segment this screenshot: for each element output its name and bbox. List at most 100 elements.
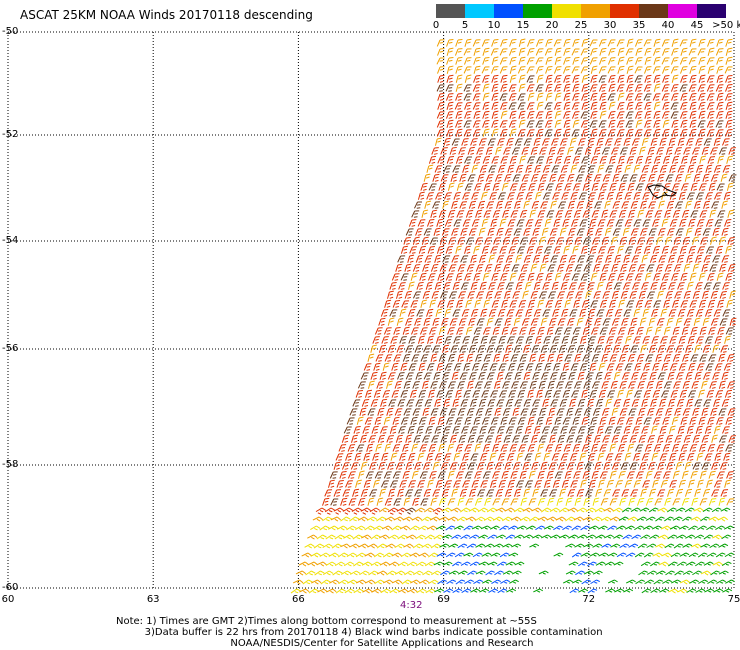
wind-barb [554,128,562,137]
wind-barb [609,210,618,218]
wind-barb [586,227,594,236]
wind-barb [520,408,529,416]
wind-barb [680,272,688,281]
wind-barb [698,38,706,47]
wind-barb [477,200,486,209]
wind-barb [702,507,713,512]
wind-barb [562,417,571,425]
wind-barb [715,525,725,531]
wind-barb [497,452,506,461]
wind-barb [345,452,353,461]
wind-barb [705,336,713,344]
wind-barb [661,273,670,281]
wind-barb [581,416,589,425]
wind-barb [632,282,640,290]
wind-barb [525,335,533,344]
wind-barb [714,363,723,371]
wind-barb [397,488,405,497]
wind-barb [711,489,720,497]
wind-barb [659,588,670,593]
wind-barb [590,300,599,308]
wind-barb [574,353,582,362]
wind-barb [576,317,584,326]
wind-barb [349,570,361,576]
wind-barb [695,588,706,593]
wind-barb [715,84,724,92]
wind-barb [712,282,721,290]
wind-barb [606,191,614,200]
wind-barb [554,272,562,281]
wind-barb [680,75,688,83]
wind-barb [668,282,676,290]
wind-barb [518,56,526,65]
wind-barb [670,84,679,92]
wind-barb [445,111,454,119]
wind-barb [653,110,661,119]
wind-barb [574,497,582,506]
wind-barb [653,56,661,65]
wind-barb [657,434,664,443]
wind-barb [315,507,327,515]
wind-barb [355,579,367,585]
wind-barb [669,480,677,488]
wind-barb [509,444,518,452]
wind-barb [467,291,475,299]
wind-barb [726,498,735,506]
wind-barb [613,282,622,290]
wind-barb [495,434,502,443]
wind-barb [496,227,504,236]
wind-barb [662,155,671,164]
wind-barb [499,48,508,56]
wind-barb [641,398,649,407]
wind-barb [457,353,465,362]
wind-barb [529,408,538,416]
wind-barb [355,389,364,398]
wind-barb [414,317,422,326]
wind-barb [727,408,736,416]
wind-barb [535,48,544,56]
wind-barb [576,489,585,497]
wind-barb [473,272,481,281]
wind-barb [540,201,549,209]
wind-barb [664,543,675,549]
wind-barb [582,516,594,522]
wind-barb [571,111,580,119]
wind-barb [486,372,495,380]
wind-barb [683,263,691,272]
wind-barb [641,254,649,263]
wind-barb [535,246,543,254]
wind-barb [496,399,505,407]
wind-barb [585,434,592,443]
wind-barb [441,228,450,236]
wind-barb [614,138,622,146]
wind-barb [464,471,473,479]
wind-barb [418,552,429,558]
wind-barb [653,300,662,308]
wind-barb [597,191,605,200]
wind-barb [396,317,404,326]
wind-barb [480,525,491,530]
wind-barb [586,200,594,209]
wind-barb [612,201,621,209]
wind-barb [472,84,481,92]
wind-barb [455,38,463,47]
wind-barb [310,579,322,585]
wind-barb [545,183,554,191]
wind-barb [460,227,468,236]
wind-barb [647,146,655,155]
wind-barb [455,56,463,65]
wind-barb [436,39,445,47]
wind-barb [605,588,616,593]
wind-barb [444,336,452,344]
wind-barb [582,237,591,245]
wind-barb [426,525,438,531]
wind-barb [458,434,466,443]
wind-barb [657,345,666,353]
wind-barb [571,552,582,558]
wind-barb [655,516,665,522]
wind-barb [559,399,568,407]
wind-barb [333,507,344,515]
wind-barb [428,416,436,425]
wind-barb [617,102,625,110]
